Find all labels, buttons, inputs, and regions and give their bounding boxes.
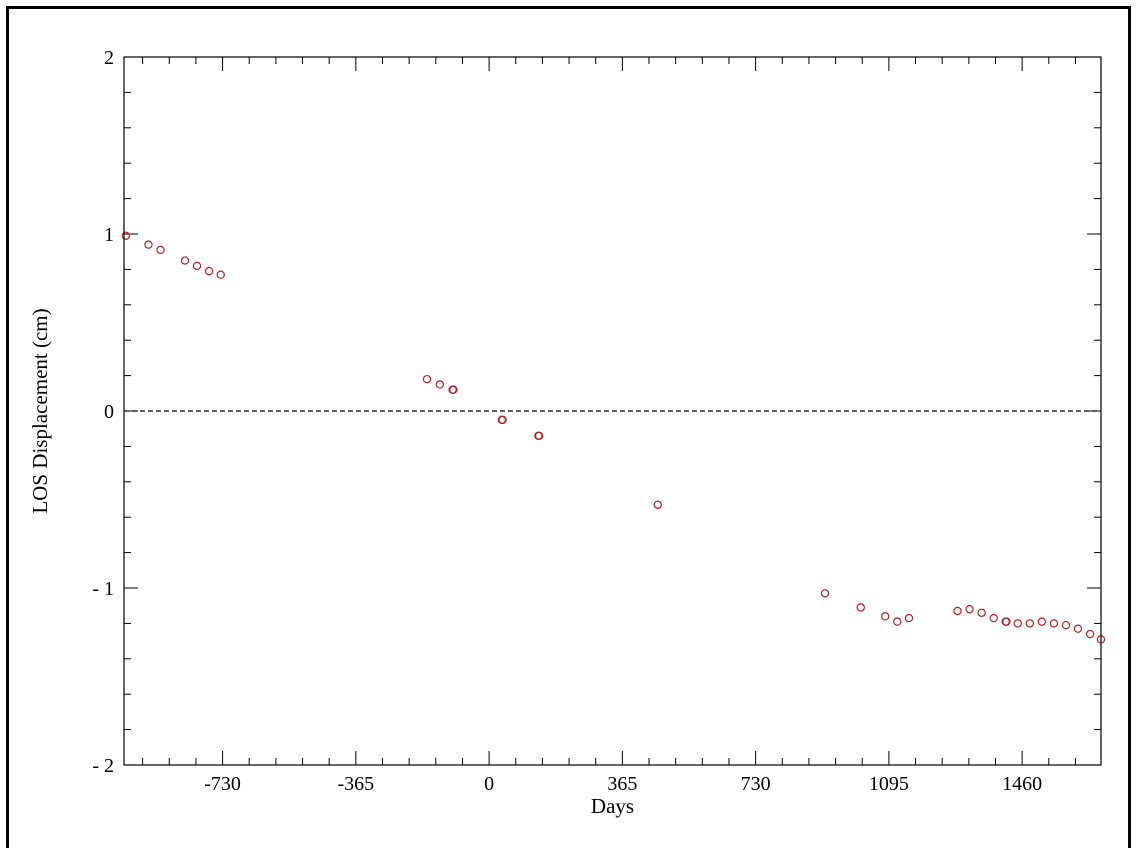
data-point — [881, 612, 890, 621]
data-point — [977, 608, 986, 617]
figure-frame — [6, 6, 1131, 848]
data-point — [204, 266, 214, 276]
x-ticks — [142, 57, 1076, 765]
data-point — [965, 605, 974, 614]
data-point — [1037, 617, 1047, 626]
data-point — [653, 500, 662, 510]
data-point — [989, 613, 998, 623]
data-point — [1073, 624, 1083, 633]
y-tick-label: 2 — [104, 47, 114, 69]
x-tick-label: -730 — [204, 773, 241, 795]
x-tick-labels: -730 -365 0 365 730 1095 1460 — [204, 773, 1042, 795]
data-point — [216, 270, 225, 279]
data-point — [422, 374, 432, 384]
data-point — [498, 415, 507, 425]
x-tick-label: 0 — [484, 773, 494, 795]
data-point — [953, 606, 962, 616]
data-point — [1085, 629, 1095, 639]
x-axis-title: Days — [591, 794, 634, 818]
data-point — [1061, 620, 1071, 630]
y-tick-label: - 2 — [92, 755, 114, 777]
data-point — [1013, 619, 1022, 628]
data-point — [156, 245, 165, 255]
plot-area — [123, 56, 1102, 766]
data-points — [121, 231, 1106, 644]
y-axis-title: LOS Displacement (cm) — [28, 308, 52, 513]
y-tick-labels: - 2 - 1 0 1 2 — [92, 47, 114, 777]
data-point — [144, 240, 153, 249]
data-point — [435, 380, 445, 389]
y-tick-label: - 1 — [92, 578, 114, 600]
x-tick-label: 1095 — [869, 773, 909, 795]
data-point — [904, 613, 914, 623]
data-point — [893, 617, 902, 626]
data-point — [820, 589, 830, 598]
data-point — [192, 261, 202, 271]
data-point — [1002, 617, 1011, 626]
data-point — [121, 231, 131, 240]
x-tick-label: 365 — [607, 773, 637, 795]
data-point — [856, 603, 865, 612]
x-tick-label: -365 — [338, 773, 375, 795]
x-tick-label: 1460 — [1002, 773, 1042, 795]
data-point — [1049, 619, 1059, 628]
data-point — [1025, 619, 1035, 628]
data-point — [449, 385, 458, 394]
y-tick-label: 0 — [104, 401, 114, 423]
y-tick-label: 1 — [104, 224, 114, 246]
data-point — [534, 431, 544, 440]
data-point — [180, 256, 190, 265]
x-tick-label: 730 — [741, 773, 771, 795]
